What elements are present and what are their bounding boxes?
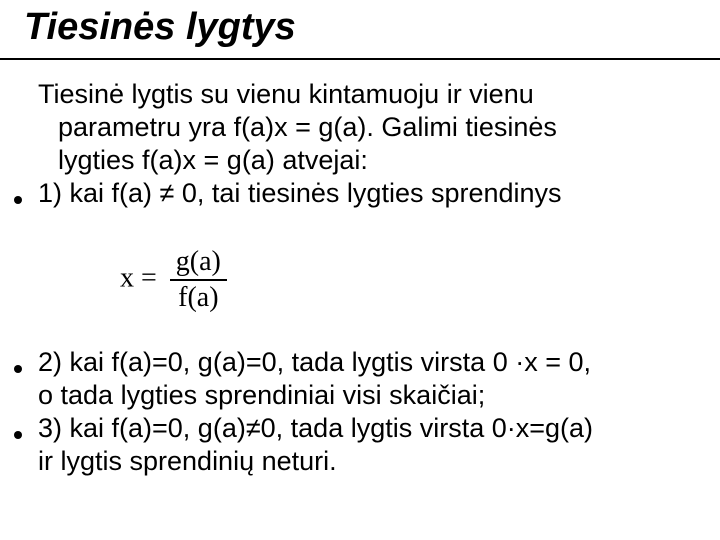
intro-line-3: lygties f(a)x = g(a) atvejai:	[38, 144, 690, 177]
formula-fraction: g(a) f(a)	[170, 246, 227, 314]
title-underline	[0, 58, 720, 60]
slide-title: Tiesinės lygtys	[24, 6, 696, 49]
bullet-2-row: 2) kai f(a)=0, g(a)=0, tada lygtis virst…	[14, 346, 690, 412]
bullet-3-line-1: 3) kai f(a)=0, g(a)≠0, tada lygtis virst…	[38, 412, 690, 445]
bullet-3-line-2: ir lygtis sprendinių neturi.	[38, 445, 690, 478]
bullet-1-text: 1) kai f(a) ≠ 0, tai tiesinės lygties sp…	[38, 177, 690, 210]
body-block-1: Tiesinė lygtis su vienu kintamuoju ir vi…	[38, 78, 690, 211]
bullet-dot-icon	[14, 346, 38, 380]
bullet-3-row: 3) kai f(a)=0, g(a)≠0, tada lygtis virst…	[14, 412, 690, 478]
formula-bar	[170, 279, 227, 281]
intro-line-1: Tiesinė lygtis su vienu kintamuoju ir vi…	[38, 78, 690, 111]
bullet-dot-icon	[14, 412, 38, 446]
body-block-2: 2) kai f(a)=0, g(a)=0, tada lygtis virst…	[38, 346, 690, 478]
bullet-dot-icon	[14, 177, 38, 211]
bullet-2-line-1: 2) kai f(a)=0, g(a)=0, tada lygtis virst…	[38, 346, 690, 379]
intro-line-2: parametru yra f(a)x = g(a). Galimi tiesi…	[38, 111, 690, 144]
formula-numerator: g(a)	[170, 246, 227, 278]
bullet-1-row: 1) kai f(a) ≠ 0, tai tiesinės lygties sp…	[14, 177, 690, 211]
bullet-2-line-2: o tada lygties sprendiniai visi skaičiai…	[38, 379, 690, 412]
solution-formula: x = g(a) f(a)	[120, 246, 227, 314]
bullet-3-text: 3) kai f(a)=0, g(a)≠0, tada lygtis virst…	[38, 412, 690, 478]
slide: Tiesinės lygtys Tiesinė lygtis su vienu …	[0, 0, 720, 540]
bullet-2-text: 2) kai f(a)=0, g(a)=0, tada lygtis virst…	[38, 346, 690, 412]
formula-lhs: x =	[120, 262, 157, 293]
formula-denominator: f(a)	[170, 282, 227, 314]
bullet-1-line: 1) kai f(a) ≠ 0, tai tiesinės lygties sp…	[38, 177, 690, 210]
